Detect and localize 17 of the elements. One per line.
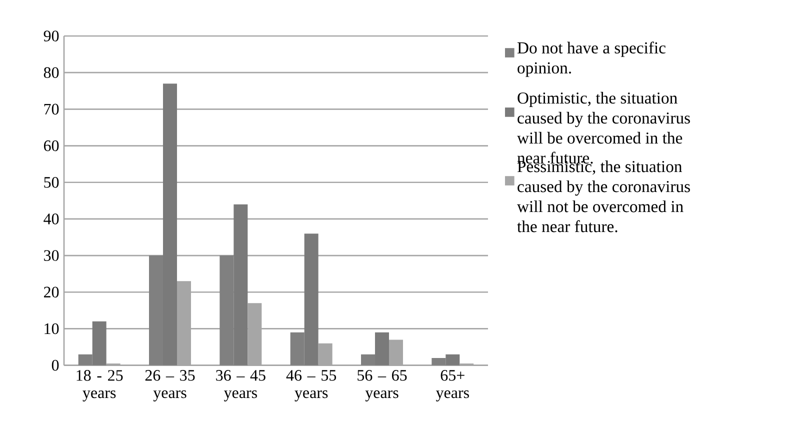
y-tick-label: 50 bbox=[44, 176, 59, 188]
y-tick-label: 20 bbox=[44, 286, 59, 298]
y-tick-label: 80 bbox=[44, 67, 59, 78]
x-tick-label: 26 – 35 years bbox=[145, 370, 195, 402]
x-tick-label: 18 - 25 years bbox=[76, 370, 123, 402]
x-tick-label: 46 – 55 years bbox=[286, 370, 336, 402]
y-tick-label: 90 bbox=[44, 30, 59, 42]
x-tick-label: 56 – 65 years bbox=[358, 370, 407, 402]
y-tick-label: 70 bbox=[44, 104, 59, 115]
y-tick-label: 30 bbox=[44, 250, 59, 261]
legend-label: Do not have a specific opinion. bbox=[517, 42, 666, 77]
y-tick-label: 10 bbox=[44, 323, 59, 334]
y-tick-label: 40 bbox=[44, 214, 59, 224]
y-tick-label: 0 bbox=[52, 360, 59, 371]
x-tick-label: 65+ years bbox=[436, 370, 469, 402]
x-tick-label: 36 – 45 years bbox=[216, 370, 266, 402]
y-tick-label: 60 bbox=[44, 140, 59, 152]
